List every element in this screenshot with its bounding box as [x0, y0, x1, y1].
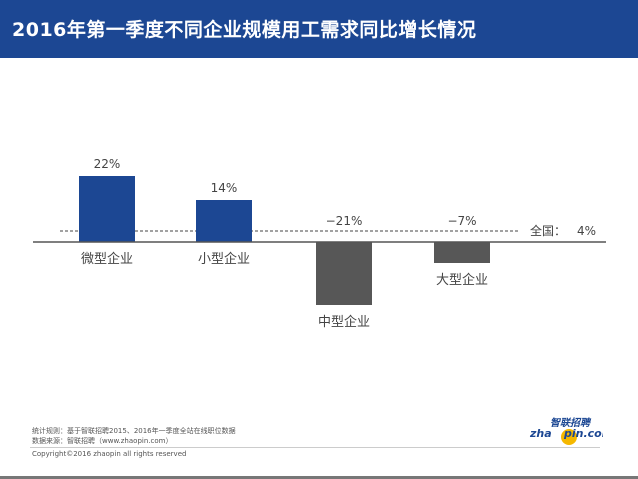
bar-4 [434, 242, 490, 263]
reference-value: 4% [577, 224, 596, 238]
bar-3 [316, 242, 372, 305]
svg-text:pin.com: pin.com [563, 427, 603, 440]
value-label: −21% [326, 214, 363, 228]
value-label: 22% [94, 157, 121, 171]
header-banner: 2016年第一季度不同企业规模用工需求同比增长情况 [0, 0, 638, 58]
reference-label: 全国： [530, 223, 566, 238]
footer-copyright: Copyright©2016 zhaopin all rights reserv… [32, 450, 187, 458]
svg-text:zha: zha [529, 427, 552, 440]
bar-1 [79, 176, 135, 242]
category-label: 微型企业 [81, 251, 133, 267]
value-label: 14% [211, 181, 238, 195]
footer-source: 数据来源：智联招聘（www.zhaopin.com） [32, 437, 173, 445]
chart-title: 2016年第一季度不同企业规模用工需求同比增长情况 [12, 19, 477, 41]
category-label: 大型企业 [436, 272, 488, 288]
bar-chart: 22% 微型企业 14% 小型企业 −21% 中型企业 −7% 大型企业 全国： 4% [33, 157, 606, 330]
category-label: 小型企业 [198, 251, 250, 267]
footer-rule: 统计规则：基于智联招聘2015、2016年一季度全站在线职位数据 [32, 427, 236, 435]
category-label: 中型企业 [318, 314, 370, 330]
footer-divider [30, 447, 600, 448]
svg-text:智联招聘: 智联招聘 [550, 417, 592, 429]
value-label: −7% [447, 214, 476, 228]
bottom-border [0, 476, 638, 479]
zhaopin-logo: 智联招聘 zha pin.com [529, 417, 603, 445]
bar-2 [196, 200, 252, 242]
